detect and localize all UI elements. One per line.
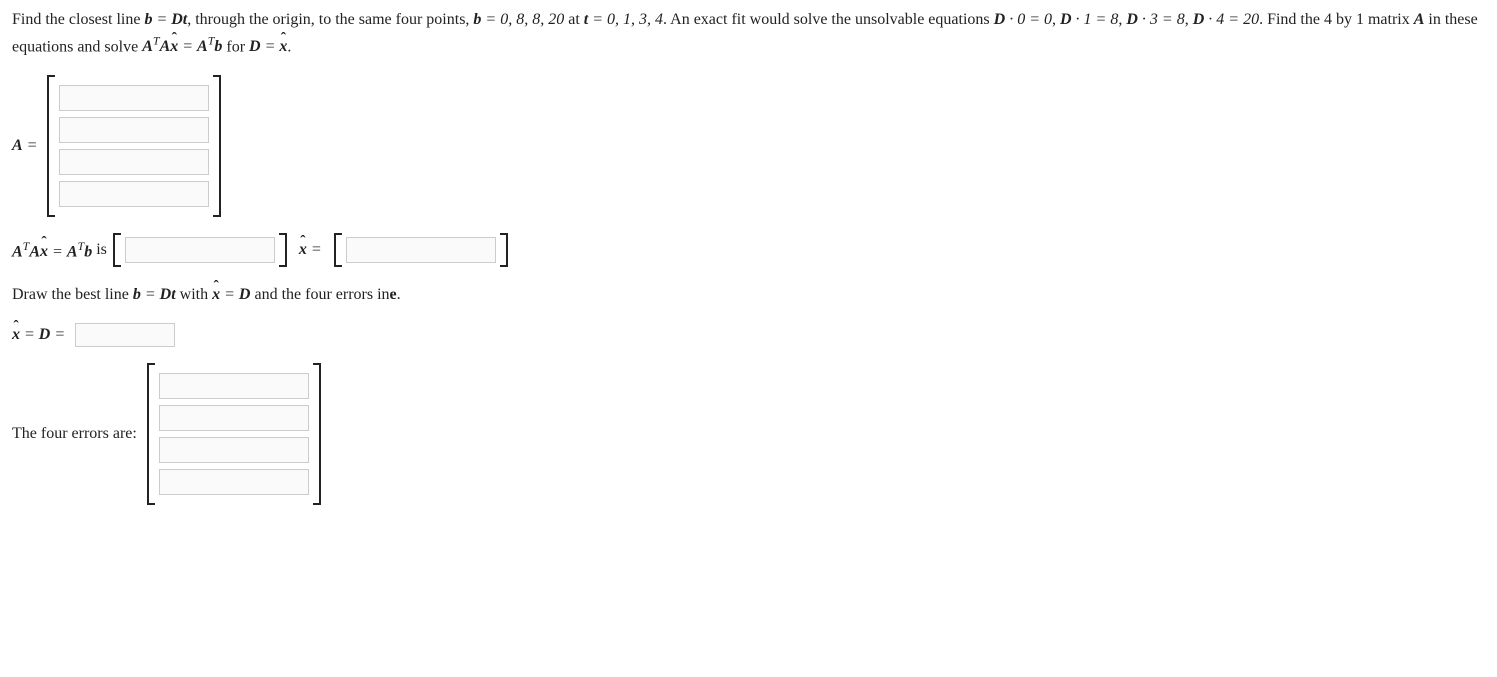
text: with: [180, 283, 208, 307]
matrix-A-row: A =: [12, 75, 1485, 217]
text: , through the origin, to the same four p…: [187, 11, 473, 28]
equation: b = Dt: [133, 283, 176, 307]
equation: D · 4 = 20: [1193, 11, 1259, 28]
normal-eq-lhs-matrix: [113, 233, 287, 267]
errors-cell-2[interactable]: [159, 437, 309, 463]
equation: b = 0, 8, 8, 20: [473, 11, 564, 28]
text: Draw the best line: [12, 283, 129, 307]
text: and the four errors in: [254, 283, 389, 307]
normal-lhs-cell[interactable]: [125, 237, 275, 263]
symbol-e: e: [390, 283, 397, 307]
errors-cell-1[interactable]: [159, 405, 309, 431]
normal-rhs-cells: [342, 233, 500, 267]
symbol-A: A: [1414, 11, 1425, 28]
equation: D · 3 = 8: [1126, 11, 1184, 28]
equation: t = 0, 1, 3, 4: [584, 11, 663, 28]
errors-cell-3[interactable]: [159, 469, 309, 495]
matrix-A-cell-2[interactable]: [59, 149, 209, 175]
bracket-left: [147, 363, 155, 505]
xhat-D-input[interactable]: [75, 323, 175, 347]
bracket-right: [213, 75, 221, 217]
text: ,: [1185, 11, 1193, 28]
bracket-left: [47, 75, 55, 217]
text: ,: [1052, 11, 1060, 28]
bracket-right: [313, 363, 321, 505]
matrix-A: [47, 75, 221, 217]
matrix-A-cell-1[interactable]: [59, 117, 209, 143]
bracket-right: [500, 233, 508, 267]
draw-instruction: Draw the best line b = Dt with x = D and…: [12, 283, 1485, 307]
label-errors: The four errors are:: [12, 422, 137, 446]
problem-statement: Find the closest line b = Dt, through th…: [12, 8, 1485, 59]
normal-lhs-cells: [121, 233, 279, 267]
bracket-left: [334, 233, 342, 267]
normal-equation-row: ATAx = ATb is x =: [12, 233, 1485, 267]
normal-eq-rhs-matrix: [334, 233, 508, 267]
text: at: [564, 11, 584, 28]
matrix-A-cell-0[interactable]: [59, 85, 209, 111]
equation: D · 0 = 0: [994, 11, 1052, 28]
normal-rhs-cell[interactable]: [346, 237, 496, 263]
errors-cells: [155, 363, 313, 505]
matrix-A-cell-3[interactable]: [59, 181, 209, 207]
bracket-left: [113, 233, 121, 267]
xhat-D-row: x = D =: [12, 323, 1485, 347]
equation: x = D: [212, 283, 250, 307]
label-xhat-D-equals: x = D =: [12, 323, 65, 347]
errors-matrix: [147, 363, 321, 505]
text: .: [287, 38, 291, 55]
equation: D = x: [249, 38, 287, 55]
label-xhat-equals: x =: [299, 238, 322, 262]
text: . An exact fit would solve the unsolvabl…: [663, 11, 994, 28]
text: . Find the 4 by 1 matrix: [1259, 11, 1414, 28]
equation: ATAx = ATb: [142, 38, 222, 55]
matrix-A-cells: [55, 75, 213, 217]
errors-row: The four errors are:: [12, 363, 1485, 505]
label-A-equals: A =: [12, 134, 37, 158]
label-normal-eq: ATAx = ATb: [12, 237, 92, 264]
text: Find the closest line: [12, 11, 144, 28]
text: .: [397, 283, 401, 307]
text: for: [222, 38, 249, 55]
equation: D · 1 = 8: [1060, 11, 1118, 28]
errors-cell-0[interactable]: [159, 373, 309, 399]
text-is: is: [96, 238, 107, 262]
bracket-right: [279, 233, 287, 267]
equation: b = Dt: [144, 11, 187, 28]
